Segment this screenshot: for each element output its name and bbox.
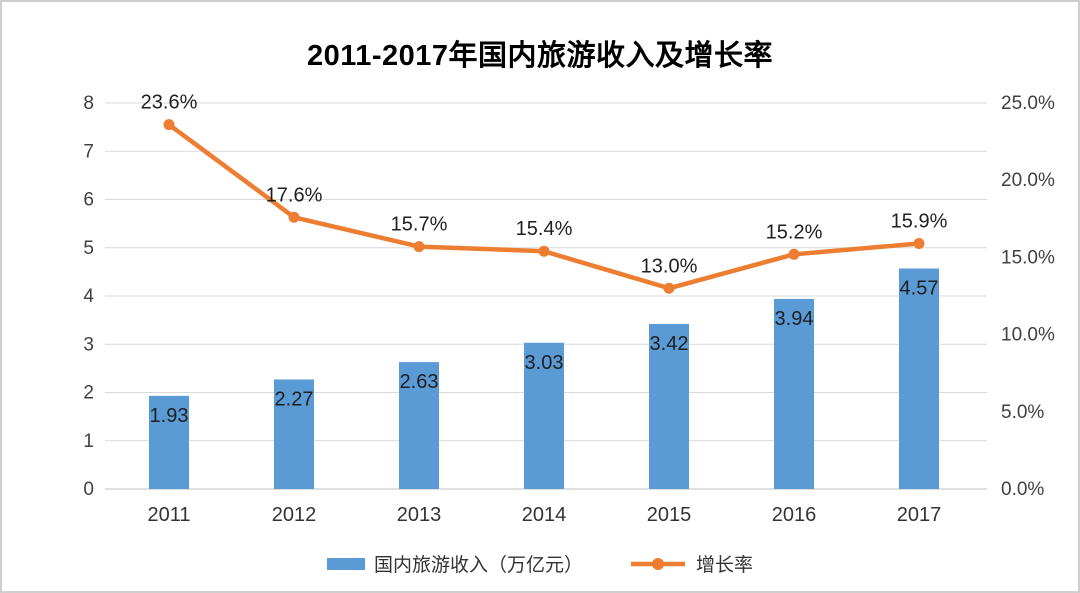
- legend-item-growth: 增长率: [629, 550, 753, 577]
- bar-value-label: 3.42: [650, 333, 689, 355]
- legend: 国内旅游收入（万亿元） 增长率: [2, 550, 1078, 577]
- y-axis-tick-left: 8: [83, 93, 94, 114]
- bar: [149, 395, 189, 489]
- legend-bar-swatch-icon: [326, 557, 365, 570]
- y-axis-tick-left: 0: [83, 479, 94, 500]
- y-axis-tick-right: 5.0%: [1001, 402, 1044, 423]
- x-axis-label: 2012: [272, 504, 317, 526]
- x-axis-label: 2013: [397, 504, 442, 526]
- x-axis-label: 2015: [647, 504, 692, 526]
- line-value-label: 23.6%: [141, 92, 198, 114]
- legend-bar-label: 国内旅游收入（万亿元）: [373, 555, 583, 576]
- x-axis-label: 2011: [147, 504, 190, 526]
- line-marker: [913, 238, 925, 250]
- chart-title: 2011-2017年国内旅游收入及增长率: [306, 40, 774, 72]
- legend-line-label: 增长率: [696, 555, 754, 576]
- y-axis-tick-left: 7: [83, 141, 94, 162]
- legend-item-revenue: 国内旅游收入（万亿元）: [326, 550, 583, 577]
- bar-value-label: 3.03: [525, 352, 564, 374]
- y-axis-tick-right: 10.0%: [1001, 325, 1055, 346]
- line-value-label: 15.9%: [891, 211, 948, 233]
- bar: [399, 362, 439, 489]
- line-value-label: 15.7%: [391, 214, 448, 236]
- bar-value-label: 1.93: [150, 405, 189, 427]
- bar: [899, 268, 939, 489]
- line-value-label: 15.2%: [766, 221, 823, 243]
- legend-line-swatch-icon: [631, 557, 685, 570]
- bar-value-label: 2.27: [275, 388, 314, 410]
- line-marker: [163, 119, 175, 131]
- line-marker: [538, 245, 550, 257]
- bar-value-label: 4.57: [900, 277, 939, 299]
- y-axis-tick-right: 0.0%: [1001, 479, 1044, 500]
- bar: [274, 379, 314, 489]
- y-axis-tick-left: 6: [83, 190, 94, 211]
- line-marker: [663, 282, 675, 294]
- line-value-label: 13.0%: [641, 255, 698, 277]
- bar-value-label: 3.94: [775, 308, 814, 330]
- y-axis-tick-right: 25.0%: [1001, 93, 1055, 114]
- bar: [774, 298, 814, 489]
- line-series: [166, 122, 922, 291]
- y-axis-tick-right: 15.0%: [1001, 247, 1055, 268]
- y-axis-tick-left: 3: [83, 334, 94, 355]
- bar: [524, 342, 564, 489]
- line-marker: [788, 248, 800, 260]
- y-axis-tick-left: 2: [83, 383, 94, 404]
- line-value-label: 17.6%: [266, 184, 323, 206]
- y-axis-tick-left: 5: [83, 238, 94, 259]
- line-marker: [413, 241, 425, 253]
- bar-value-label: 2.63: [400, 371, 439, 393]
- x-axis-label: 2017: [897, 504, 942, 526]
- bar: [649, 323, 689, 489]
- x-axis-label: 2016: [772, 504, 817, 526]
- line-marker: [288, 211, 300, 223]
- line-value-label: 15.4%: [516, 218, 573, 240]
- y-axis-tick-right: 20.0%: [1001, 170, 1055, 191]
- x-axis-label: 2014: [522, 504, 567, 526]
- y-axis-tick-left: 1: [83, 431, 94, 452]
- y-axis-tick-left: 4: [83, 286, 94, 307]
